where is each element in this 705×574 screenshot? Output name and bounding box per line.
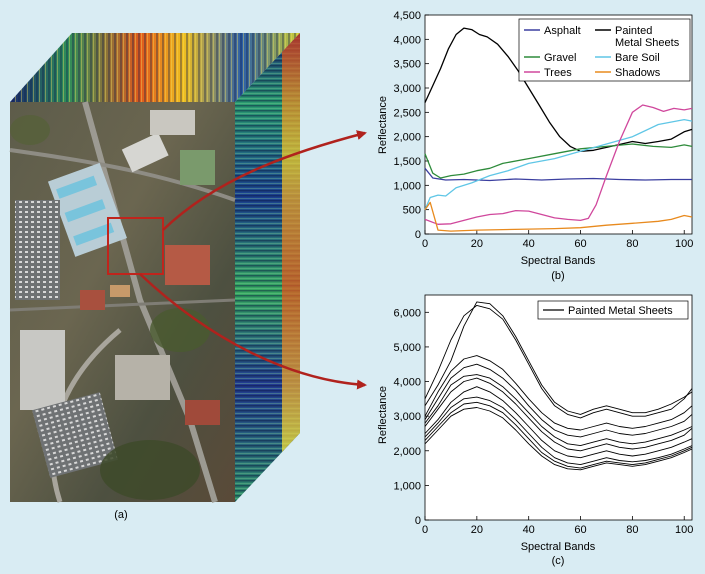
- caption-c: (c): [552, 555, 565, 567]
- chart-c-series-spectrum-8: [424, 396, 693, 466]
- chart-b-series-asphalt: [424, 167, 692, 182]
- hyperspectral-cube: [9, 33, 300, 503]
- chart-b-series-shadows: [424, 201, 693, 232]
- chart-b-x-tick-label: 60: [574, 238, 586, 250]
- chart-c-legend: Painted Metal Sheets: [537, 300, 689, 320]
- chart-b-y-tick-label: 3,000: [393, 83, 421, 95]
- chart-b-y-tick-label: 3,500: [393, 59, 421, 71]
- caption-a: (a): [114, 509, 127, 521]
- chart-c-series-spectrum-9: [424, 401, 693, 469]
- cube-top-face-stripes: [10, 33, 300, 102]
- chart-c-x-tick-label: 80: [626, 524, 638, 536]
- chart-b-series-painted-metal-sheets: [424, 27, 693, 152]
- chart-c-x-tick-label: 20: [471, 524, 483, 536]
- aerial-image: [9, 101, 236, 503]
- cube-side-edge-band: [282, 33, 300, 452]
- caption-b: (b): [551, 270, 564, 282]
- legend-label-trees: Trees: [544, 67, 572, 79]
- chart-c-series-spectrum-5: [424, 374, 693, 447]
- chart-b-y-tick-label: 4,500: [393, 10, 421, 22]
- legend-label-bare-soil: Bare Soil: [615, 52, 660, 64]
- chart-c-series-spectrum-3: [424, 355, 693, 431]
- chart-b-y-tick-label: 2,500: [393, 107, 421, 119]
- chart-b: 0 20 40 60 80 100 0 500 1,000 1,500 2,000 2,500 3,00…: [377, 10, 693, 282]
- arrow-to-chart-b: [162, 130, 367, 231]
- chart-b-series-bare-soil: [424, 118, 693, 210]
- chart-b-ylabel: Reflectance: [377, 96, 389, 154]
- legend-label-painted-metal-sheets-c: Painted Metal Sheets: [568, 305, 673, 317]
- chart-b-x-tick-label: 80: [626, 238, 638, 250]
- legend-label-asphalt: Asphalt: [544, 25, 581, 37]
- chart-c-y-tick-label: 5,000: [393, 342, 421, 354]
- chart-c-x-tick-label: 100: [675, 524, 693, 536]
- chart-b-series-gravel: [424, 143, 693, 179]
- legend-label-painted-metal-sheets-line1: Painted: [615, 25, 652, 37]
- chart-b-x-tick-label: 0: [422, 238, 428, 250]
- chart-c-series-spectrum-7: [424, 386, 693, 459]
- legend-label-gravel: Gravel: [544, 52, 576, 64]
- chart-b-x-tick-label: 100: [675, 238, 693, 250]
- chart-b-series-trees: [424, 104, 693, 225]
- legend-label-painted-metal-sheets-line2: Metal Sheets: [615, 37, 680, 49]
- chart-c-y-tick-label: 3,000: [393, 411, 421, 423]
- chart-c-plot-area: [424, 294, 693, 521]
- chart-c-y-tick-label: 2,000: [393, 446, 421, 458]
- chart-c-series-spectrum-4: [424, 363, 693, 438]
- chart-c-xlabel: Spectral Bands: [521, 541, 596, 553]
- chart-b-y-tick-label: 4,000: [393, 34, 421, 46]
- chart-c-series-spectrum-10: [424, 407, 693, 471]
- chart-b-y-tick-label: 1,000: [393, 180, 421, 192]
- region-of-interest-box: [107, 217, 164, 275]
- chart-c-x-tick-label: 0: [422, 524, 428, 536]
- chart-b-y-tick-label: 500: [403, 205, 421, 217]
- chart-b-x-tick-label: 40: [523, 238, 535, 250]
- chart-c-x-tick-label: 40: [523, 524, 535, 536]
- chart-b-xlabel: Spectral Bands: [521, 255, 596, 267]
- chart-b-y-tick-label: 1,500: [393, 156, 421, 168]
- chart-c-series-spectrum-6: [424, 377, 693, 452]
- chart-c-y-tick-label: 0: [415, 515, 421, 527]
- chart-b-y-tick-label: 0: [415, 229, 421, 241]
- chart-c-ylabel: Reflectance: [377, 386, 389, 444]
- chart-c-x-tick-label: 60: [574, 524, 586, 536]
- legend-label-painted-metal-sheets: Painted Metal Sheets: [615, 25, 680, 49]
- legend-label-shadows: Shadows: [615, 67, 661, 79]
- chart-c: 0 20 40 60 80 100 0 1,000 2,000 3,000 4,000 5,000 6,…: [377, 294, 693, 567]
- chart-b-legend: Asphalt Painted Metal Sheets Gravel Bare…: [518, 18, 691, 82]
- chart-c-y-tick-label: 6,000: [393, 307, 421, 319]
- chart-c-series-painted-metal-sheets: [424, 304, 693, 419]
- chart-c-y-tick-label: 1,000: [393, 480, 421, 492]
- chart-c-y-tick-label: 4,000: [393, 377, 421, 389]
- arrow-to-chart-c: [139, 273, 367, 390]
- chart-b-x-tick-label: 20: [471, 238, 483, 250]
- chart-b-y-tick-label: 2,000: [393, 132, 421, 144]
- chart-c-series-spectrum-2: [424, 301, 693, 415]
